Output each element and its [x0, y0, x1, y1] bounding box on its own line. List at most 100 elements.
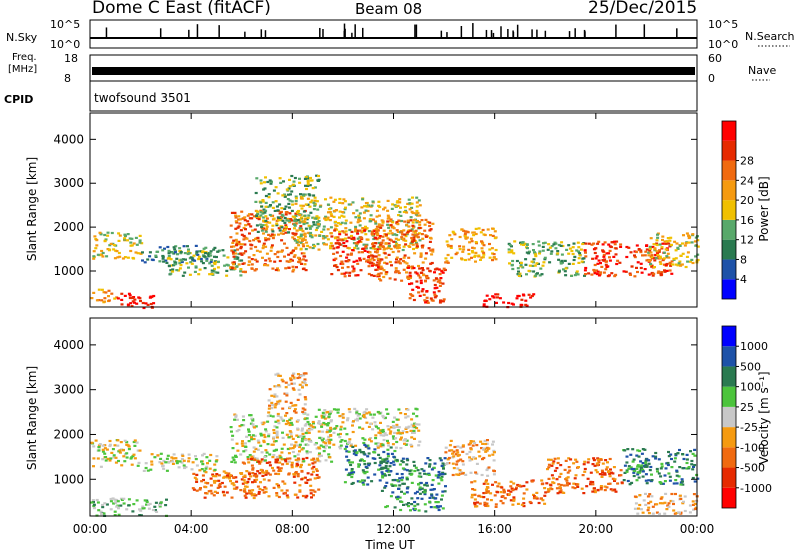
velocity-cell [205, 482, 209, 485]
power-cell [308, 205, 312, 208]
power-cell [519, 303, 523, 306]
velocity-cell [379, 434, 383, 437]
velocity-cell [471, 488, 475, 491]
velocity-cell [648, 493, 652, 496]
velocity-cell [382, 438, 386, 442]
power-cell [521, 241, 525, 245]
power-cell [696, 245, 700, 248]
velocity-cell [406, 459, 410, 462]
velocity-cell [573, 477, 577, 480]
velocity-cell [641, 468, 645, 471]
velocity-cell [679, 497, 683, 500]
power-cell [244, 270, 247, 273]
power-cell [284, 267, 288, 270]
velocity-cell [273, 395, 277, 398]
velocity-cell [317, 430, 321, 433]
velocity-cell [265, 461, 269, 464]
velocity-cell [665, 508, 669, 511]
power-cell [259, 201, 263, 204]
velocity-cell [625, 470, 629, 473]
power-cell [392, 240, 396, 243]
power-cell [188, 273, 192, 276]
power-cell [492, 256, 496, 259]
power-cell [538, 274, 542, 277]
velocity-cell [444, 446, 448, 449]
velocity-cell [230, 430, 233, 433]
velocity-cell [532, 497, 536, 500]
power-cell [371, 247, 375, 250]
power-cell [663, 240, 667, 243]
power-cell [109, 242, 113, 245]
velocity-cell [676, 452, 680, 455]
velocity-cell [416, 469, 420, 472]
velocity-cell [644, 492, 647, 495]
velocity-cell [599, 485, 603, 488]
power-cell [269, 204, 272, 207]
velocity-cell [440, 464, 444, 467]
power-cell [90, 297, 94, 300]
velocity-cell [454, 453, 458, 456]
velocity-cell [116, 439, 120, 442]
power-cell [528, 250, 531, 253]
power-cell [464, 237, 468, 240]
velocity-cell [288, 423, 292, 427]
velocity-cell [162, 467, 166, 470]
power-cell [276, 251, 280, 254]
velocity-cell [396, 495, 400, 498]
power-cell [250, 263, 254, 266]
velocity-cell [294, 411, 298, 414]
velocity-cell [275, 426, 279, 429]
velocity-cell [230, 438, 234, 441]
velocity-cell [673, 512, 677, 515]
power-cell [616, 259, 620, 262]
velocity-cell [352, 452, 356, 455]
power-cell [495, 301, 498, 304]
power-cell [142, 306, 146, 310]
power-cell [295, 241, 299, 244]
power-cell [276, 255, 280, 259]
velocity-cell [339, 428, 343, 431]
power-cell [270, 228, 274, 231]
velocity-cell [161, 464, 165, 467]
velocity-cell [550, 464, 554, 467]
velocity-cell [346, 417, 350, 420]
velocity-cell [198, 488, 202, 491]
power-cell [362, 257, 366, 260]
power-cell [425, 290, 429, 293]
power-cell [396, 270, 400, 273]
velocity-cell [672, 509, 676, 512]
velocity-cell [279, 456, 283, 459]
velocity-cell [301, 437, 304, 440]
power-cell [607, 252, 611, 255]
power-cell [609, 245, 613, 249]
velocity-cell [626, 479, 630, 483]
velocity-cell [208, 459, 212, 462]
velocity-cell [432, 488, 436, 491]
power-cell [582, 257, 586, 260]
power-cell [471, 251, 475, 254]
power-cell [622, 270, 626, 273]
power-cell [664, 248, 668, 251]
power-cell [477, 254, 481, 257]
power-cell [344, 222, 348, 225]
velocity-cell [493, 451, 496, 454]
velocity-cell [423, 472, 427, 475]
power-cell [390, 264, 393, 267]
velocity-cell [458, 472, 462, 475]
velocity-cell [457, 453, 461, 457]
power-cell [430, 261, 434, 265]
power-cell [662, 263, 666, 266]
velocity-cell [378, 456, 382, 459]
nsky-panel-frame [89, 19, 698, 49]
power-cell [605, 265, 609, 268]
power-cell [648, 247, 652, 250]
velocity-cell [356, 417, 359, 420]
velocity-cell [690, 463, 694, 466]
velocity-cell [167, 460, 171, 463]
velocity-cell [235, 418, 239, 421]
power-cell [278, 217, 282, 220]
power-cell [351, 249, 355, 252]
power-cell [291, 236, 295, 239]
power-cell [412, 298, 416, 302]
power-cell [678, 260, 682, 263]
